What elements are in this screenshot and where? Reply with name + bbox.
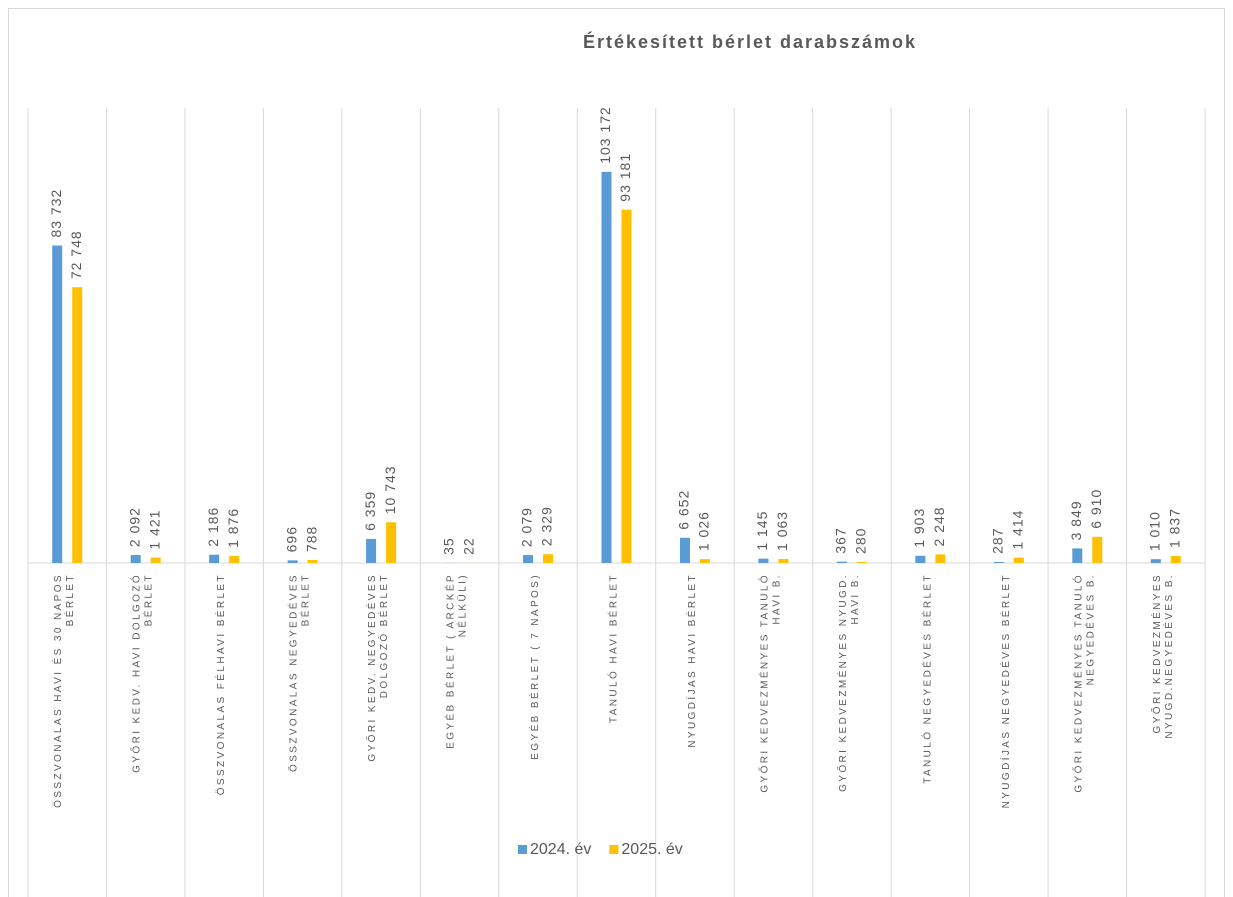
bar — [1072, 548, 1083, 563]
value-label: 93 181 — [617, 153, 633, 202]
bar — [679, 537, 690, 563]
bar — [229, 555, 240, 563]
value-label: 696 — [283, 526, 299, 552]
legend-label: 2024. év — [530, 841, 591, 858]
value-label: 83 732 — [48, 189, 64, 238]
value-label: 6 652 — [676, 490, 692, 530]
x-tick-label: GYŐRI KEDVEZMÉNYESNYUGD.NEGYEDÉVES B. — [1148, 573, 1174, 739]
x-tick-label: ÖSSZVONALAS NEGYEDÉVESBÉRLET — [286, 573, 311, 772]
value-label: 2 186 — [205, 507, 221, 547]
value-label: 6 910 — [1088, 489, 1104, 529]
value-label: 1 063 — [774, 511, 790, 551]
value-label: 1 414 — [1010, 510, 1026, 550]
bar — [993, 561, 1004, 563]
value-label: 1 026 — [696, 511, 712, 551]
bar — [856, 561, 867, 563]
legend-swatch — [518, 845, 527, 854]
value-label: 3 849 — [1068, 500, 1084, 540]
x-tick-label: TANULÓ HAVI BÉRLET — [606, 573, 619, 723]
bar — [778, 558, 789, 563]
bar — [150, 557, 161, 563]
bar — [209, 554, 220, 563]
value-label: 6 359 — [362, 491, 378, 531]
value-label: 1 010 — [1146, 511, 1162, 551]
bar — [386, 522, 397, 563]
chart-title: Értékesített bérlet darabszámok — [583, 31, 917, 52]
bar — [1013, 557, 1024, 563]
bar — [601, 171, 612, 564]
value-label: 2 079 — [519, 507, 535, 547]
bar — [130, 555, 141, 563]
value-label: 1 837 — [1166, 508, 1182, 548]
bar — [307, 560, 318, 563]
legend-label: 2025. év — [621, 841, 682, 858]
chart-border — [8, 8, 1225, 897]
x-tick-label: EGYÉB BÉRLET ( 7 NAPOS) — [528, 573, 541, 760]
bar — [1092, 536, 1103, 563]
bar — [1150, 559, 1161, 563]
value-label: 367 — [833, 527, 849, 553]
x-tick-label: ÖSSZVONALAS FÉLHAVI BÉRLET — [214, 573, 227, 795]
x-tick-label: TANULÓ NEGYEDÉVES BÉRLET — [920, 573, 933, 784]
bar — [935, 554, 946, 563]
bar — [72, 287, 83, 563]
bar — [523, 555, 534, 563]
bar — [52, 245, 63, 563]
value-label: 1 903 — [911, 508, 927, 548]
value-label: 287 — [990, 528, 1006, 554]
x-tick-label: GYŐRI KEDV. HAVI DOLGOZÓBÉRLET — [128, 573, 154, 773]
x-tick-label: NYUGDÍJAS HAVI BÉRLET — [685, 573, 698, 748]
x-tick-label: GYŐRI KEDVEZMÉNYES TANULÓNEGYEDÉVES B. — [1070, 573, 1096, 793]
value-label: 1 876 — [225, 508, 241, 548]
value-label: 22 — [460, 537, 476, 555]
bar — [915, 555, 926, 563]
bar — [287, 560, 298, 563]
value-label: 788 — [303, 526, 319, 552]
bar — [836, 561, 847, 563]
value-label: 2 248 — [931, 506, 947, 546]
value-label: 1 145 — [754, 511, 770, 551]
x-tick-label: ÖSSZVONALAS HAVI ÉS 30 NAPOSBÉRLET — [51, 573, 76, 808]
x-tick-label: GYŐRI KEDVEZMÉNYES NYUGD.HAVI B. — [835, 573, 861, 792]
x-tick-label: GYŐRI KEDV. NEGYEDÉVESDOLGOZÓ BÉRLET — [364, 573, 390, 762]
value-label: 103 172 — [597, 106, 613, 164]
value-label: 10 743 — [382, 465, 398, 514]
value-label: 35 — [440, 537, 456, 555]
value-label: 1 421 — [146, 510, 162, 550]
value-label: 280 — [853, 528, 869, 554]
bar — [758, 558, 769, 563]
legend-swatch — [609, 845, 619, 854]
bar — [699, 559, 710, 563]
value-label: 72 748 — [68, 230, 84, 279]
value-label: 2 092 — [126, 507, 142, 547]
bar — [621, 209, 632, 563]
value-label: 2 329 — [539, 506, 555, 546]
x-tick-label: GYŐRI KEDVEZMÉNYES TANULÓHAVI B. — [756, 573, 782, 793]
x-tick-label: EGYÉB BÉRLET ( ARCKÉPNÉLKÜLI) — [443, 573, 468, 749]
bar — [1170, 556, 1181, 563]
bar — [543, 554, 554, 563]
bar — [366, 538, 377, 563]
x-tick-label: NYUGDÍJAS NEGYEDÉVES BÉRLET — [998, 573, 1011, 808]
